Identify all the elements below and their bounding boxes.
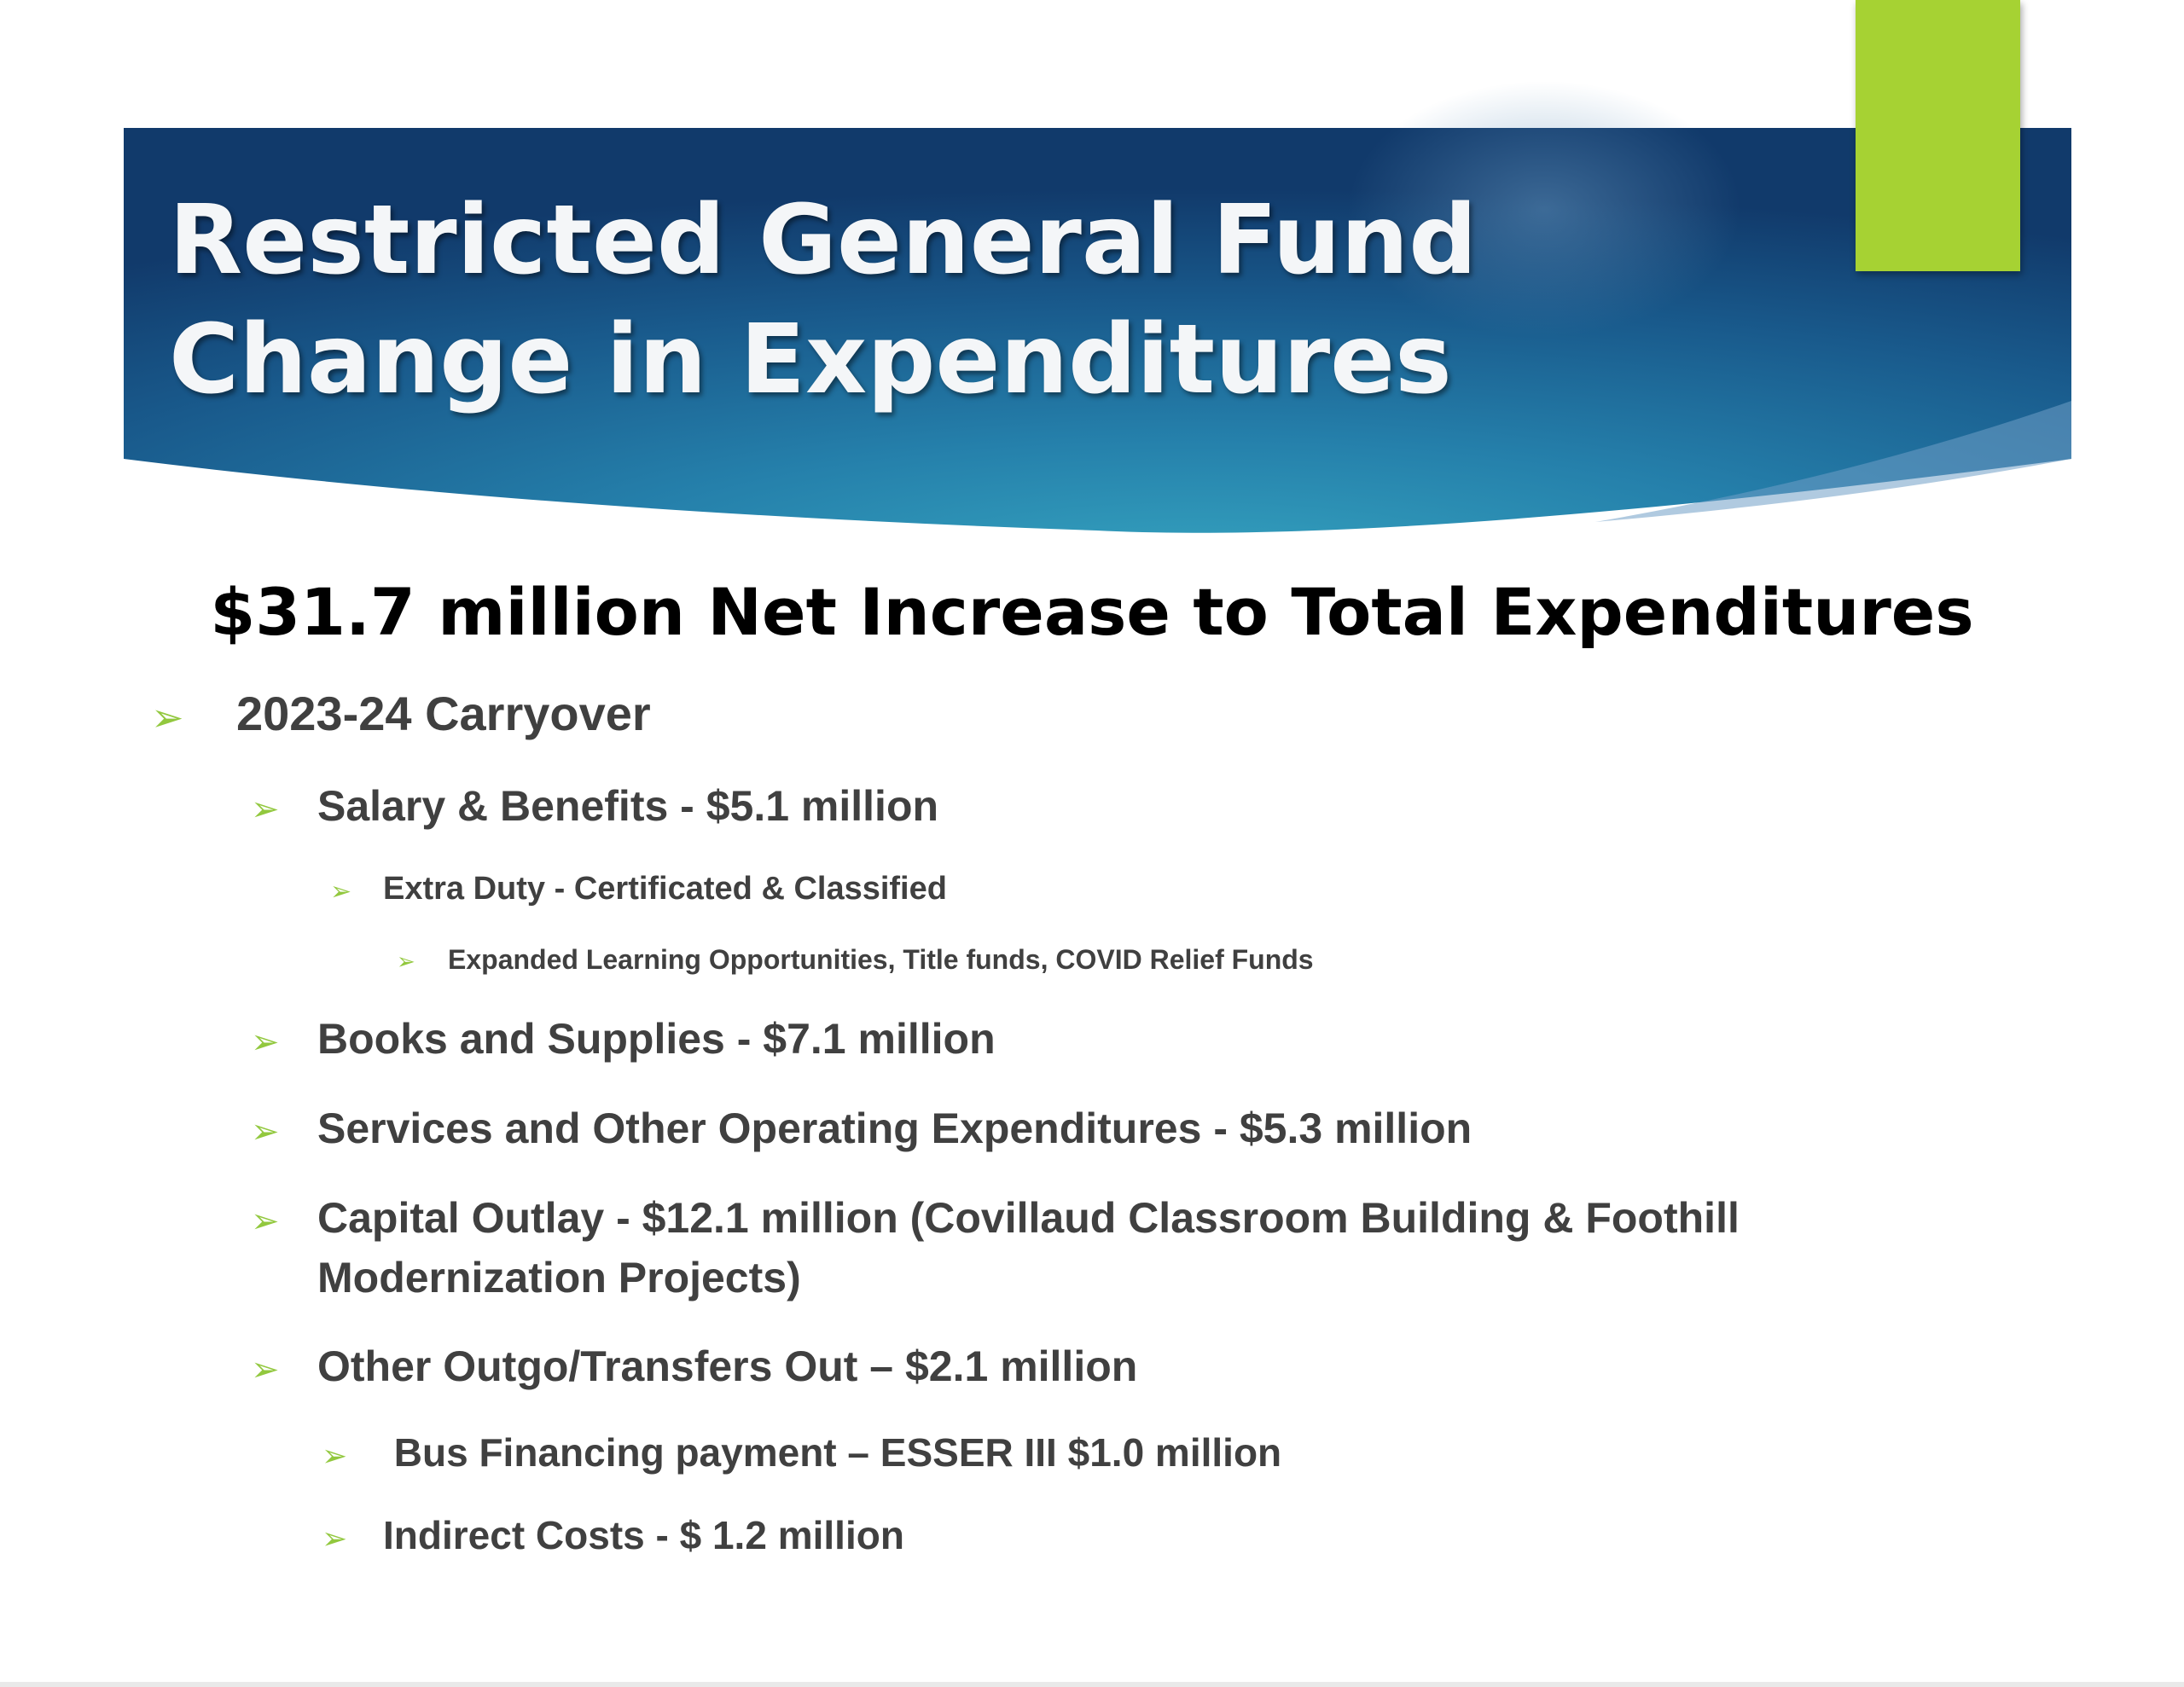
bullet-extra-duty: ➢ Extra Duty - Certificated & Classified [330,867,947,910]
bullet-arrow-icon: ➢ [330,877,352,907]
bullet-indirect-costs: ➢ Indirect Costs - $ 1.2 million [322,1510,904,1561]
bullet-text: Indirect Costs - $ 1.2 million [383,1513,904,1557]
bullet-expanded-learning: ➢ Expanded Learning Opportunities, Title… [397,941,1314,978]
bullet-text: Salary & Benefits - $5.1 million [317,782,939,830]
bullet-arrow-icon: ➢ [397,949,415,975]
bullet-text: Services and Other Operating Expenditure… [317,1104,1472,1152]
bullet-arrow-icon: ➢ [251,1023,280,1062]
bullet-salary-benefits: ➢ Salary & Benefits - $5.1 million [251,776,939,836]
slide-title-line-1: Restricted General Fund [169,185,1478,296]
bullet-arrow-icon: ➢ [251,1350,280,1389]
bullet-other-outgo: ➢ Other Outgo/Transfers Out – $2.1 milli… [251,1336,1138,1396]
bullet-text: 2023-24 Carryover [236,687,651,740]
bullet-arrow-icon: ➢ [151,694,184,740]
bullet-text: Books and Supplies - $7.1 million [317,1015,996,1063]
bullet-text: Other Outgo/Transfers Out – $2.1 million [317,1342,1138,1390]
bullet-arrow-icon: ➢ [322,1439,348,1474]
bullet-carryover: ➢ 2023-24 Carryover [151,684,651,744]
bullet-text-line-2: Modernization Projects) [317,1254,801,1301]
net-increase-headline: $31.7 million Net Increase to Total Expe… [210,574,1974,650]
bullet-arrow-icon: ➢ [251,1112,280,1151]
accent-tab [1856,0,2020,271]
bullet-text-line-1: Capital Outlay - $12.1 million (Covillau… [317,1194,1740,1242]
bullet-services-operating: ➢ Services and Other Operating Expenditu… [251,1099,1472,1158]
bullet-text: Bus Financing payment – ESSER III $1.0 m… [383,1430,1282,1475]
bullet-arrow-icon: ➢ [251,1202,280,1241]
bullet-arrow-icon: ➢ [322,1522,348,1557]
bullet-text: Expanded Learning Opportunities, Title f… [448,944,1314,975]
bullet-bus-financing: ➢ Bus Financing payment – ESSER III $1.0… [322,1427,1282,1478]
slide-title: Restricted General Fund Change in Expend… [169,181,1477,420]
bullet-books-supplies: ➢ Books and Supplies - $7.1 million [251,1009,996,1069]
bullet-text: Extra Duty - Certificated & Classified [383,871,947,907]
title-banner [0,0,2184,546]
bottom-divider [0,1682,2184,1687]
slide-title-line-2: Change in Expenditures [169,304,1452,415]
bullet-capital-outlay: ➢ Capital Outlay - $12.1 million (Covill… [251,1188,1740,1307]
bullet-arrow-icon: ➢ [251,790,280,829]
